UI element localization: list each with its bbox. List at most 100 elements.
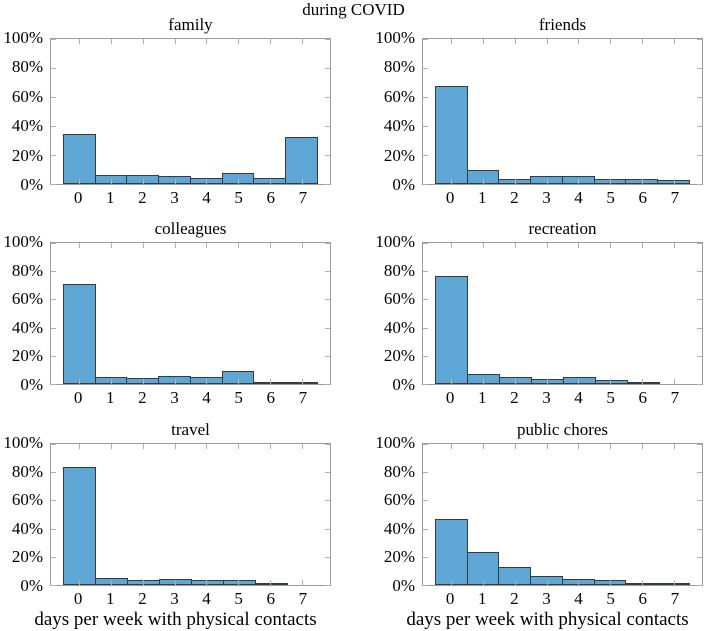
- axis-tick-mark: [514, 379, 516, 384]
- x-tick-label: 7: [670, 589, 680, 608]
- axis-tick-mark: [423, 68, 428, 69]
- histogram-bar: [222, 580, 256, 585]
- axis-tick-mark: [206, 580, 208, 585]
- axis-tick-mark: [325, 97, 330, 98]
- axis-tick-mark: [174, 379, 176, 384]
- axis-tick-mark: [110, 580, 112, 585]
- axis-tick-mark: [546, 39, 548, 44]
- axis-tick-mark: [697, 500, 702, 502]
- x-tick-label: 3: [170, 388, 179, 407]
- axis-tick-mark: [546, 444, 548, 449]
- subplot-recreation: recreation 0% 20% 40% 60% 80% 100% 0 1 2 3 4 5 6 7: [375, 219, 703, 407]
- axis-tick-mark: [51, 271, 56, 273]
- histogram-bar: [593, 579, 627, 585]
- plot-area: [50, 38, 331, 185]
- axis-tick-mark: [482, 179, 484, 184]
- axis-tick-mark: [142, 39, 144, 44]
- axis-tick-mark: [697, 384, 702, 385]
- subplot-title: travel: [171, 420, 210, 439]
- axis-tick-mark: [482, 243, 484, 248]
- x-tick-label: 7: [670, 188, 680, 207]
- axis-tick-mark: [325, 556, 330, 558]
- axis-tick-mark: [450, 580, 452, 585]
- axis-tick-mark: [51, 39, 56, 40]
- x-tick-label: 4: [202, 388, 211, 407]
- x-tick-label: 2: [510, 188, 519, 207]
- axis-tick-mark: [423, 444, 428, 445]
- axis-tick-mark: [78, 580, 80, 585]
- axis-tick-mark: [78, 39, 80, 44]
- bars-container: [434, 243, 690, 384]
- x-tick-label: 1: [477, 388, 487, 407]
- axis-tick-mark: [697, 472, 702, 474]
- axis-tick-mark: [325, 184, 330, 185]
- axis-tick-mark: [697, 271, 702, 273]
- axis-tick-mark: [325, 444, 330, 445]
- axis-tick-mark: [270, 379, 272, 384]
- axis-tick-mark: [325, 500, 330, 502]
- axis-tick-mark: [674, 444, 676, 449]
- plot-area: [422, 242, 703, 385]
- x-tick-label: 3: [170, 589, 179, 608]
- histogram-bar: [434, 275, 468, 384]
- axis-tick-mark: [482, 580, 484, 585]
- y-tick-label: 60%: [11, 86, 43, 106]
- axis-tick-mark: [174, 39, 176, 44]
- axis-tick-mark: [514, 580, 516, 585]
- axis-tick-mark: [325, 299, 330, 301]
- axis-tick-mark: [423, 585, 428, 586]
- axis-tick-mark: [578, 243, 580, 248]
- histogram-bar: [62, 284, 96, 384]
- axis-tick-mark: [482, 39, 484, 44]
- x-tick-label: 3: [542, 589, 551, 608]
- axis-tick-mark: [423, 472, 428, 474]
- axis-tick-mark: [51, 327, 56, 329]
- axis-tick-mark: [423, 528, 428, 530]
- axis-tick-mark: [423, 327, 428, 329]
- axis-tick-mark: [110, 379, 112, 384]
- axis-tick-mark: [450, 379, 452, 384]
- axis-tick-mark: [423, 355, 428, 357]
- axis-tick-mark: [697, 355, 702, 357]
- histogram-bar: [594, 380, 628, 384]
- y-tick-label: 40%: [383, 518, 415, 538]
- axis-tick-mark: [78, 444, 80, 449]
- y-tick-label: 20%: [11, 145, 43, 165]
- histogram-bar: [657, 582, 690, 585]
- axis-tick-mark: [697, 243, 702, 244]
- axis-tick-mark: [142, 179, 144, 184]
- bars-container: [62, 243, 318, 384]
- x-tick-label: 4: [574, 388, 583, 407]
- axis-tick-mark: [514, 179, 516, 184]
- x-tick-label: 1: [477, 589, 487, 608]
- x-tick-label: 0: [73, 388, 83, 407]
- figure-title: during COVID: [302, 0, 405, 19]
- bars-container: [434, 39, 690, 184]
- y-tick-label: 100%: [3, 28, 43, 47]
- y-tick-label: 0%: [20, 375, 43, 394]
- axis-tick-mark: [270, 39, 272, 44]
- x-tick-label: 7: [670, 388, 680, 407]
- axis-tick-mark: [325, 472, 330, 474]
- x-tick-label: 3: [542, 388, 551, 407]
- axis-tick-mark: [270, 444, 272, 449]
- x-tick-label: 4: [202, 589, 211, 608]
- x-tick-label: 2: [510, 589, 519, 608]
- axis-tick-mark: [674, 379, 676, 384]
- axis-tick-mark: [578, 444, 580, 449]
- x-tick-label: 3: [542, 188, 551, 207]
- axis-tick-mark: [174, 179, 176, 184]
- y-tick-label: 20%: [383, 346, 415, 366]
- x-tick-label: 5: [234, 589, 243, 608]
- axis-tick-mark: [325, 155, 330, 156]
- axis-tick-mark: [78, 243, 80, 248]
- plot-area: [422, 443, 703, 586]
- axis-tick-mark: [423, 384, 428, 385]
- x-tick-label: 7: [298, 589, 308, 608]
- y-tick-label: 100%: [3, 433, 43, 452]
- x-tick-label: 2: [138, 188, 147, 207]
- axis-tick-mark: [51, 472, 56, 474]
- y-tick-label: 40%: [383, 317, 415, 337]
- axis-tick-mark: [206, 444, 208, 449]
- axis-tick-mark: [674, 243, 676, 248]
